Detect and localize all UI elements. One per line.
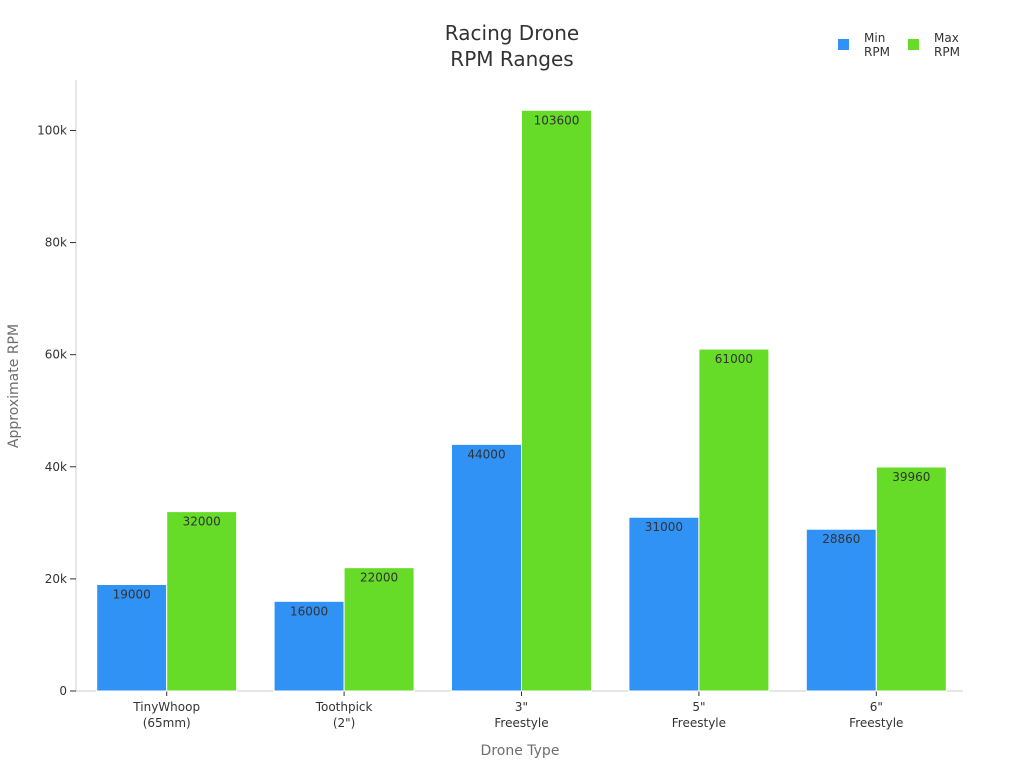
chart-title-text: Racing Drone RPM Ranges bbox=[445, 21, 579, 71]
axes: 0 20k 40k 60k 80k 100k TinyWhoop (65mm) Toothpic… bbox=[37, 80, 963, 730]
bar bbox=[343, 567, 415, 692]
y-tick-label: 20k bbox=[45, 572, 67, 586]
data-label: 16000 bbox=[290, 604, 328, 618]
data-label: 39960 bbox=[892, 470, 930, 484]
legend-swatch bbox=[838, 39, 849, 50]
x-tick-label: 6" Freestyle bbox=[849, 700, 903, 730]
x-tick-label: TinyWhoop (65mm) bbox=[132, 700, 200, 730]
data-label: 19000 bbox=[113, 587, 151, 601]
x-tick-label: 5" Freestyle bbox=[672, 700, 726, 730]
bar bbox=[628, 516, 700, 692]
legend-swatch bbox=[908, 39, 919, 50]
data-label: 103600 bbox=[534, 113, 580, 127]
legend-label: Min RPM bbox=[864, 31, 890, 59]
bar bbox=[451, 443, 522, 692]
y-tick-label: 60k bbox=[45, 348, 67, 362]
bar bbox=[698, 348, 770, 692]
data-labels: 19000 32000 16000 22000 44000 103600 31000 6100… bbox=[113, 113, 931, 618]
y-tick-label: 100k bbox=[37, 123, 67, 137]
bar bbox=[273, 600, 345, 692]
x-tick-label: Toothpick (2") bbox=[315, 700, 373, 730]
bar bbox=[805, 528, 877, 692]
data-label: 28860 bbox=[822, 532, 860, 546]
data-label: 44000 bbox=[467, 447, 505, 461]
bar bbox=[96, 583, 168, 692]
legend: Min RPM Max RPM bbox=[838, 31, 960, 59]
bar bbox=[521, 109, 592, 692]
bar bbox=[875, 466, 947, 692]
data-label: 31000 bbox=[645, 520, 683, 534]
y-tick-label: 0 bbox=[59, 684, 67, 698]
data-label: 61000 bbox=[715, 352, 753, 366]
legend-label: Max RPM bbox=[934, 31, 960, 59]
y-tick-label: 40k bbox=[45, 460, 67, 474]
chart-title: Racing Drone RPM Ranges bbox=[445, 21, 579, 71]
y-axis-title: Approximate RPM bbox=[6, 324, 22, 448]
bar bbox=[166, 511, 238, 692]
data-label: 32000 bbox=[183, 515, 221, 529]
x-axis-title: Drone Type bbox=[481, 743, 560, 759]
data-label: 22000 bbox=[360, 571, 398, 585]
y-tick-label: 80k bbox=[45, 236, 67, 250]
x-tick-label: 3" Freestyle bbox=[494, 700, 548, 730]
bars bbox=[96, 109, 947, 692]
